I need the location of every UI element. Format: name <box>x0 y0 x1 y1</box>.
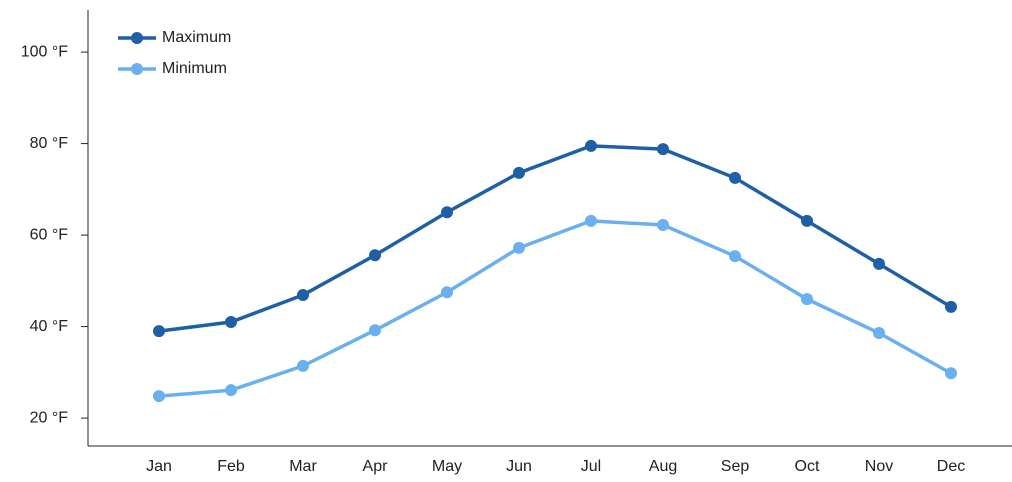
series-line <box>158 219 952 398</box>
x-tick-label: May <box>432 458 462 475</box>
point <box>801 293 813 306</box>
point <box>585 214 597 227</box>
point <box>657 143 669 156</box>
point <box>153 390 165 403</box>
point <box>297 289 309 302</box>
x-tick-label: Apr <box>363 458 389 475</box>
y-tick-label: 40 °F <box>30 318 69 335</box>
point <box>297 359 309 372</box>
point <box>801 214 813 227</box>
point <box>513 241 525 254</box>
series-line <box>158 144 952 333</box>
point <box>873 257 885 270</box>
legend-label: Maximum <box>162 29 231 46</box>
x-tick-label: Sep <box>721 458 750 475</box>
x-tick-label: Feb <box>217 458 245 475</box>
x-tick-label: Mar <box>289 458 317 475</box>
x-tick-label: Jul <box>581 458 601 475</box>
point <box>369 249 381 262</box>
legend-label: Minimum <box>162 60 227 77</box>
x-tick-label: Oct <box>795 458 820 475</box>
legend-marker <box>131 63 143 75</box>
x-tick-label: Jan <box>146 458 172 475</box>
point <box>873 326 885 339</box>
point <box>513 166 525 179</box>
point <box>369 324 381 337</box>
x-tick-label: Dec <box>937 458 965 475</box>
point <box>441 286 453 299</box>
point <box>729 171 741 184</box>
y-tick-label: 80 °F <box>30 135 69 152</box>
y-tick-label: 100 °F <box>21 43 69 60</box>
point <box>225 384 237 397</box>
point <box>729 250 741 263</box>
point <box>441 206 453 219</box>
x-tick-label: Jun <box>506 458 532 475</box>
point <box>945 367 957 380</box>
point <box>945 300 957 313</box>
point <box>657 219 669 232</box>
point <box>585 139 597 152</box>
y-tick-label: 20 °F <box>30 409 69 426</box>
point <box>225 316 237 329</box>
x-tick-label: Nov <box>865 458 893 475</box>
y-tick-label: 60 °F <box>30 226 69 243</box>
legend-marker <box>131 32 143 44</box>
point <box>153 325 165 338</box>
x-tick-label: Aug <box>649 458 677 475</box>
